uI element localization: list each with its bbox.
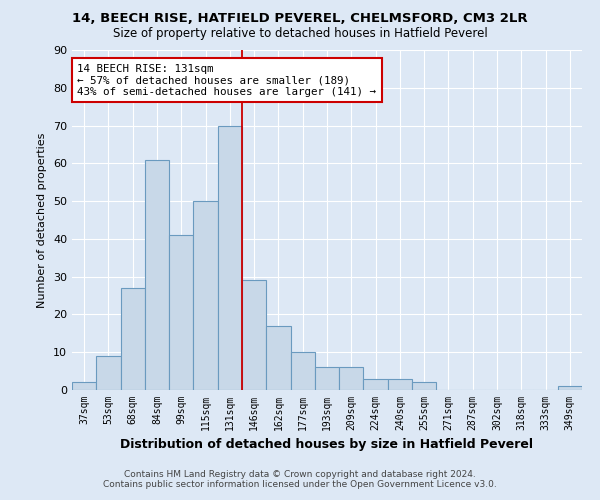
Y-axis label: Number of detached properties: Number of detached properties	[37, 132, 47, 308]
Bar	[96, 356, 121, 390]
Bar	[169, 235, 193, 390]
Bar	[339, 368, 364, 390]
Bar	[145, 160, 169, 390]
Text: 14, BEECH RISE, HATFIELD PEVEREL, CHELMSFORD, CM3 2LR: 14, BEECH RISE, HATFIELD PEVEREL, CHELMS…	[72, 12, 528, 26]
Bar	[315, 368, 339, 390]
Bar	[412, 382, 436, 390]
Bar	[242, 280, 266, 390]
Bar	[364, 378, 388, 390]
Bar	[290, 352, 315, 390]
Bar	[121, 288, 145, 390]
Bar	[193, 201, 218, 390]
Text: 14 BEECH RISE: 131sqm
← 57% of detached houses are smaller (189)
43% of semi-det: 14 BEECH RISE: 131sqm ← 57% of detached …	[77, 64, 376, 97]
Bar	[388, 378, 412, 390]
Bar	[558, 386, 582, 390]
Bar	[218, 126, 242, 390]
Text: Contains HM Land Registry data © Crown copyright and database right 2024.
Contai: Contains HM Land Registry data © Crown c…	[103, 470, 497, 489]
X-axis label: Distribution of detached houses by size in Hatfield Peverel: Distribution of detached houses by size …	[121, 438, 533, 452]
Bar	[266, 326, 290, 390]
Bar	[72, 382, 96, 390]
Text: Size of property relative to detached houses in Hatfield Peverel: Size of property relative to detached ho…	[113, 28, 487, 40]
